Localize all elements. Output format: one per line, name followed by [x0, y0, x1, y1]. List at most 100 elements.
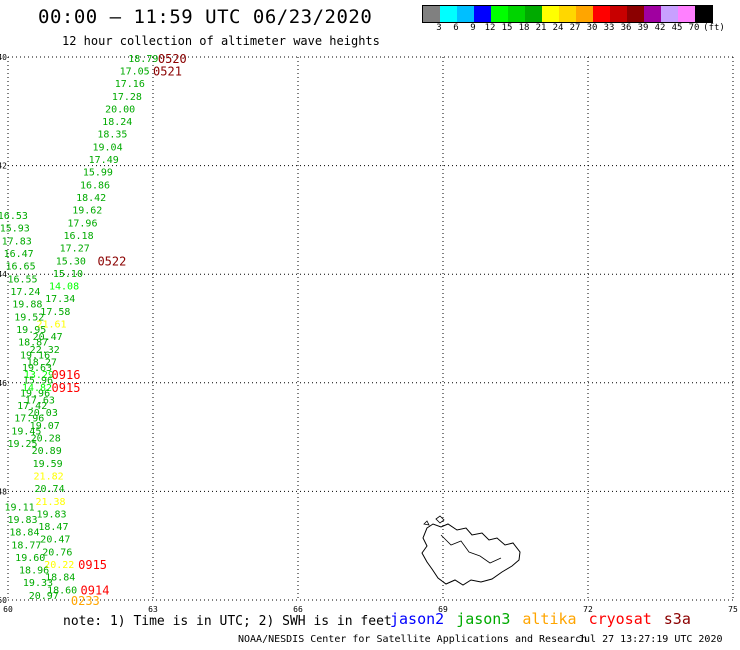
wave-height-value: 17.05	[120, 67, 150, 78]
wave-height-value: 17.63	[25, 396, 55, 407]
color-swatch	[644, 6, 661, 22]
color-swatch	[610, 6, 627, 22]
wave-height-value: 18.60	[47, 586, 77, 597]
satellite-legend-jason2: jason2	[390, 610, 445, 628]
wave-height-value: 18.79	[128, 54, 158, 65]
y-tick-label: -50	[0, 596, 7, 605]
wave-height-value: 21.82	[34, 472, 64, 483]
wave-height-value: 16.53	[0, 211, 28, 222]
wave-height-value: 20.47	[40, 535, 70, 546]
x-tick-label: 60	[3, 605, 13, 614]
color-scale-label: 30	[586, 23, 598, 33]
wave-height-value: 16.65	[6, 262, 36, 273]
wave-height-value: 20.74	[35, 484, 65, 495]
wave-height-value: 19.62	[72, 206, 102, 217]
wave-height-value: 20.97	[29, 591, 59, 602]
chart-subtitle: 12 hour collection of altimeter wave hei…	[62, 34, 380, 48]
wave-height-value: 16.86	[80, 181, 110, 192]
color-scale-label: 18	[518, 23, 530, 33]
wave-height-value: 19.11	[5, 503, 35, 514]
color-scale-label: 45	[671, 23, 683, 33]
wave-height-value: 13.29	[24, 370, 54, 381]
satellite-legend-cryosat: cryosat	[588, 610, 652, 628]
wave-height-value: 17.42	[17, 401, 47, 412]
color-scale-label: 42	[654, 23, 666, 33]
wave-height-value: 17.24	[10, 287, 40, 298]
wave-height-value: 20.22	[44, 560, 74, 571]
color-swatch	[627, 6, 644, 22]
color-scale-label: 6	[453, 23, 459, 33]
wave-height-value: 17.16	[115, 79, 145, 90]
wave-height-value: 21.61	[36, 320, 66, 331]
wave-height-value: 18.42	[76, 193, 106, 204]
wave-height-value: 17.27	[60, 244, 90, 255]
wave-height-value: 17.28	[112, 92, 142, 103]
wave-height-value: 19.04	[93, 143, 123, 154]
pass-time-label: 0522	[97, 255, 126, 269]
x-tick-label: 72	[583, 605, 593, 614]
wave-height-value: 21.38	[35, 497, 65, 508]
wave-height-value: 19.45	[11, 427, 41, 438]
color-scale-label: 24	[552, 23, 564, 33]
color-swatch	[508, 6, 525, 22]
satellite-legend-altika: altika	[522, 610, 577, 628]
color-scale-label: 39	[637, 23, 649, 33]
color-swatch	[525, 6, 542, 22]
color-swatch	[678, 6, 695, 22]
wave-height-value: 18.87	[18, 338, 48, 349]
wave-height-value: 18.24	[102, 117, 132, 128]
pass-time-label: 0521	[153, 65, 182, 79]
wave-height-value: 19.63	[22, 363, 52, 374]
units-note: note: 1) Time is in UTC; 2) SWH is in fe…	[63, 614, 392, 629]
island-fragment	[435, 515, 445, 524]
color-swatch	[559, 6, 576, 22]
color-scale-label: 70	[688, 23, 700, 33]
wave-height-value: 20.47	[33, 332, 63, 343]
wave-height-value: 15.30	[56, 257, 86, 268]
pass-time-label: 0915	[78, 558, 107, 572]
chart-title: 00:00 – 11:59 UTC 06/23/2020	[38, 6, 373, 28]
wave-height-value: 18.47	[38, 522, 68, 533]
grid-lines	[7, 56, 734, 601]
x-tick-label: 75	[728, 605, 738, 614]
color-scale-label: 21	[535, 23, 547, 33]
satellite-legend-jason3: jason3	[456, 610, 511, 628]
wave-height-value: 18.35	[97, 130, 127, 141]
x-tick-label: 63	[148, 605, 158, 614]
wave-height-value: 14.82	[22, 383, 52, 394]
wave-height-value: 18.84	[45, 573, 75, 584]
wave-height-value: 17.58	[40, 307, 70, 318]
satellite-legend: jason2 jason3 altika cryosat s3a	[390, 610, 703, 628]
color-scale-bar	[422, 5, 713, 23]
color-swatch	[491, 6, 508, 22]
pass-time-label: 0915	[52, 381, 81, 395]
color-swatch	[593, 6, 610, 22]
wave-height-value: 20.00	[105, 105, 135, 116]
pass-time-label: 0233	[71, 594, 100, 608]
x-tick-label: 66	[293, 605, 303, 614]
color-swatch	[423, 6, 440, 22]
wave-height-value: 19.60	[15, 553, 45, 564]
color-swatch	[474, 6, 491, 22]
wave-height-value: 20.28	[31, 434, 61, 445]
wave-height-value: 16.47	[4, 249, 34, 260]
wave-height-value: 19.25	[7, 439, 37, 450]
island-shape	[421, 523, 521, 586]
credit-line: NOAA/NESDIS Center for Satellite Applica…	[238, 634, 588, 645]
wave-height-value: 19.83	[36, 510, 66, 521]
wave-height-value: 19.07	[30, 421, 60, 432]
wave-height-value: 18.77	[11, 541, 41, 552]
island-fragment-2	[423, 520, 430, 526]
wave-height-value: 19.33	[23, 578, 53, 589]
wave-height-value: 19.96	[20, 389, 50, 400]
wave-height-value: 17.49	[89, 155, 119, 166]
color-scale-label: 15	[501, 23, 513, 33]
wave-height-value: 18.84	[9, 528, 39, 539]
y-tick-label: -44	[0, 270, 7, 279]
color-swatch	[542, 6, 559, 22]
wave-height-value: 16.18	[64, 231, 94, 242]
y-tick-label: -42	[0, 162, 7, 171]
wave-height-value: 20.76	[42, 548, 72, 559]
pass-time-label: 0520	[158, 52, 187, 66]
y-tick-label: -40	[0, 53, 7, 62]
